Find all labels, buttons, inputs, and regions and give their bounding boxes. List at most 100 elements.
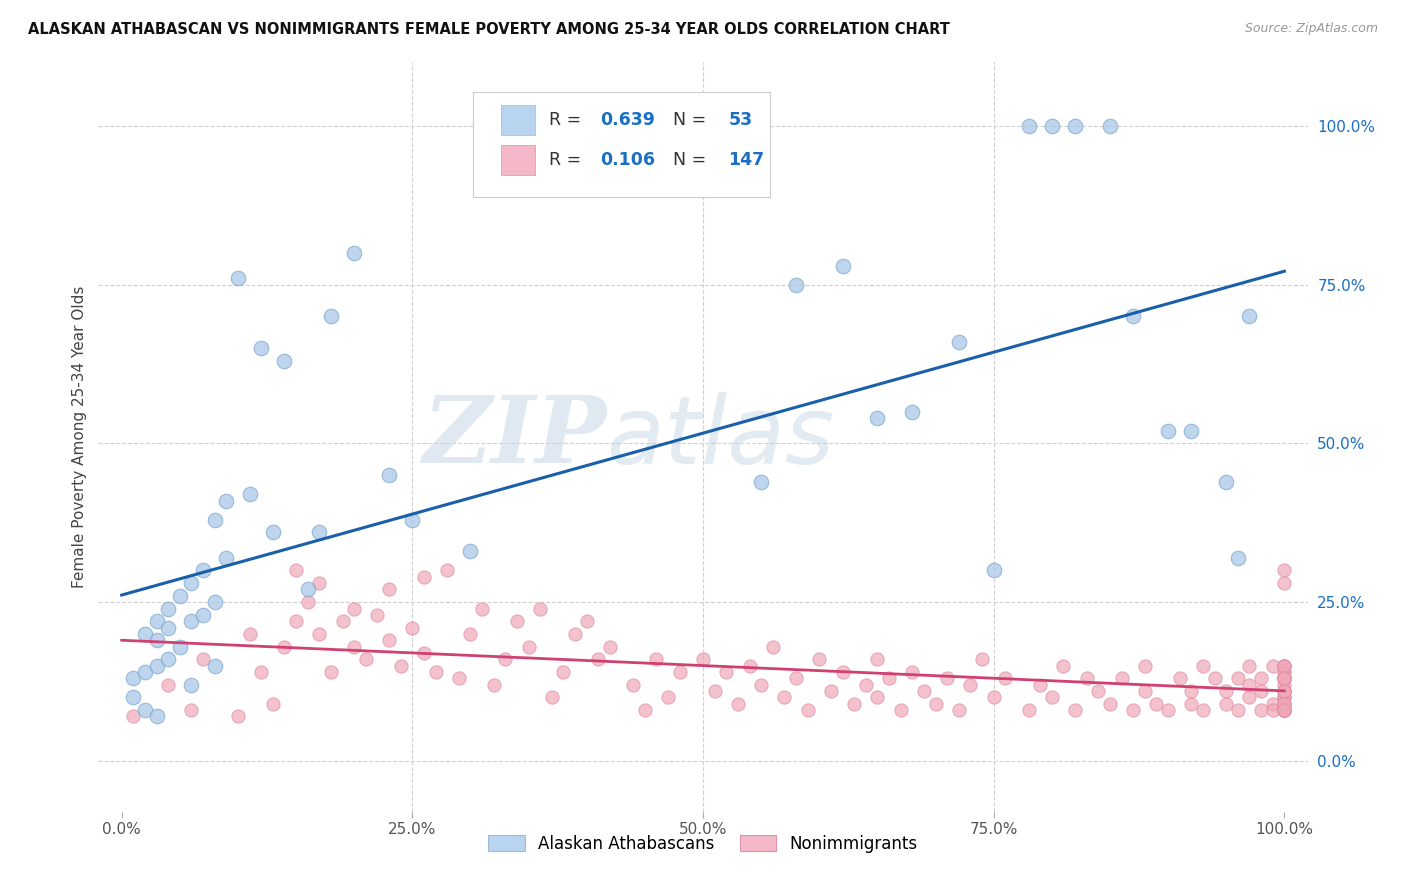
Point <box>180 703 202 717</box>
Point <box>460 627 482 641</box>
Point <box>378 468 401 483</box>
Point <box>180 576 202 591</box>
Point <box>912 684 935 698</box>
Point <box>204 513 226 527</box>
Point <box>831 665 853 679</box>
Point <box>494 652 516 666</box>
Point <box>401 513 423 527</box>
Y-axis label: Female Poverty Among 25-34 Year Olds: Female Poverty Among 25-34 Year Olds <box>72 286 87 588</box>
Point <box>983 690 1005 705</box>
Point <box>204 658 226 673</box>
Point <box>1272 665 1295 679</box>
Text: R =: R = <box>550 151 588 169</box>
Point <box>436 563 458 577</box>
Text: 147: 147 <box>728 151 765 169</box>
Point <box>215 493 238 508</box>
Point <box>145 614 167 628</box>
Point <box>343 640 366 654</box>
Point <box>621 678 644 692</box>
Point <box>169 640 191 654</box>
Point <box>239 487 262 501</box>
Point <box>796 703 818 717</box>
Point <box>366 607 388 622</box>
Point <box>1064 703 1087 717</box>
Point <box>191 607 214 622</box>
Point <box>575 614 598 628</box>
Point <box>785 672 807 686</box>
Point <box>948 334 970 349</box>
Point <box>332 614 354 628</box>
Point <box>1157 703 1180 717</box>
Point <box>1215 475 1237 489</box>
Point <box>844 697 866 711</box>
Point <box>762 640 785 654</box>
Point <box>215 550 238 565</box>
Point <box>273 640 295 654</box>
Text: R =: R = <box>550 112 588 129</box>
Point <box>959 678 981 692</box>
Point <box>1239 678 1261 692</box>
Point <box>901 405 924 419</box>
Point <box>1272 658 1295 673</box>
Point <box>785 277 807 292</box>
Point <box>1272 703 1295 717</box>
Point <box>145 633 167 648</box>
Point <box>157 652 180 666</box>
Point <box>645 652 668 666</box>
Point <box>1272 684 1295 698</box>
Point <box>970 652 993 666</box>
Point <box>1204 672 1226 686</box>
Point <box>226 709 249 723</box>
Point <box>1272 684 1295 698</box>
Point <box>1272 703 1295 717</box>
Point <box>808 652 831 666</box>
FancyBboxPatch shape <box>501 105 534 135</box>
Point <box>1272 665 1295 679</box>
Point <box>1272 576 1295 591</box>
Text: 0.639: 0.639 <box>600 112 655 129</box>
Point <box>180 678 202 692</box>
Point <box>1272 703 1295 717</box>
Point <box>145 709 167 723</box>
Point <box>1272 690 1295 705</box>
Legend: Alaskan Athabascans, Nonimmigrants: Alaskan Athabascans, Nonimmigrants <box>482 829 924 860</box>
Point <box>389 658 412 673</box>
Text: ZIP: ZIP <box>422 392 606 482</box>
Point <box>1272 684 1295 698</box>
Point <box>1272 672 1295 686</box>
Point <box>1133 684 1156 698</box>
Point <box>936 672 959 686</box>
Point <box>599 640 621 654</box>
Point <box>134 627 156 641</box>
Point <box>901 665 924 679</box>
Point <box>1018 119 1040 133</box>
Point <box>1180 697 1202 711</box>
Text: 53: 53 <box>728 112 752 129</box>
Text: ALASKAN ATHABASCAN VS NONIMMIGRANTS FEMALE POVERTY AMONG 25-34 YEAR OLDS CORRELA: ALASKAN ATHABASCAN VS NONIMMIGRANTS FEMA… <box>28 22 950 37</box>
Point <box>447 672 470 686</box>
Point <box>308 525 330 540</box>
Point <box>354 652 377 666</box>
Point <box>1052 658 1074 673</box>
Point <box>1272 563 1295 577</box>
Point <box>1272 690 1295 705</box>
Point <box>1272 703 1295 717</box>
Point <box>1180 424 1202 438</box>
Point <box>1180 684 1202 698</box>
Point <box>1133 658 1156 673</box>
Point <box>692 652 714 666</box>
Point <box>226 271 249 285</box>
Point <box>738 658 761 673</box>
Point <box>948 703 970 717</box>
Point <box>1029 678 1052 692</box>
Point <box>820 684 842 698</box>
Text: atlas: atlas <box>606 392 835 483</box>
Point <box>749 678 772 692</box>
Point <box>157 621 180 635</box>
Point <box>1226 550 1249 565</box>
Point <box>285 614 308 628</box>
Point <box>1272 658 1295 673</box>
Point <box>1272 684 1295 698</box>
Point <box>553 665 575 679</box>
Point <box>1272 672 1295 686</box>
